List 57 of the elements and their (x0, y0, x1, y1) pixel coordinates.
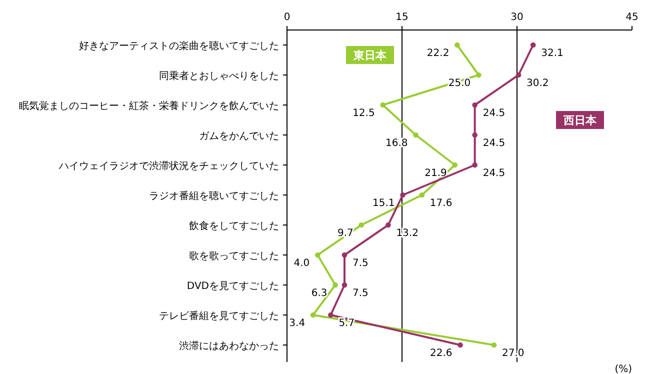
text: 東日本 (352, 49, 388, 62)
data-label: 12.5 (352, 108, 375, 119)
point (516, 72, 522, 78)
data-label: 24.5 (482, 108, 506, 119)
data-label: 4.0 (294, 258, 310, 269)
data-label: 6.3 (311, 288, 328, 299)
point (472, 102, 478, 108)
data-label: 24.5 (482, 138, 506, 149)
x-axis-title: (%) (614, 364, 632, 374)
point (472, 162, 478, 168)
point (454, 42, 460, 48)
text: 西日本 (562, 114, 598, 127)
data-label: 15.1 (372, 198, 395, 209)
y-tick-label: 渋滞にはあわなかった (179, 340, 279, 352)
x-tick-label: 30 (510, 12, 524, 23)
y-tick-label: DVDを見てすごした (186, 281, 279, 292)
data-label: 7.5 (352, 288, 368, 299)
y-tick-label: ガムをかんでいた (199, 131, 279, 142)
y-tick-label: 飲食をしてすごした (189, 220, 279, 232)
x-tick-label: 45 (626, 12, 638, 23)
point (458, 342, 463, 348)
point (386, 222, 391, 228)
point (342, 252, 348, 258)
data-label: 22.6 (430, 348, 452, 359)
data-label: 5.7 (338, 318, 355, 329)
point (472, 132, 478, 138)
point (476, 72, 482, 78)
point (358, 222, 364, 228)
y-tick-label: 眠気覚ましのコーヒー・紅茶・栄養ドリンクを飲んでいた (19, 100, 279, 112)
y-tick-label: ラジオ番組を聴いてすごした (149, 190, 279, 202)
data-label: 22.2 (426, 48, 450, 59)
y-tick-label: 好きなアーティストの楽曲を聴いてすごした (79, 40, 279, 52)
point (419, 192, 425, 198)
data-label: 25.0 (448, 78, 471, 89)
data-label: 7.5 (352, 258, 368, 269)
y-tick-label: 同乗者とおしゃべりをした (159, 70, 279, 82)
point (310, 312, 316, 318)
data-label: 17.6 (430, 198, 452, 209)
data-label: 24.5 (482, 168, 506, 179)
point (452, 162, 458, 168)
point (328, 312, 334, 318)
y-tick-label: テレビ番組を見てすごした (159, 310, 279, 322)
data-label: 32.1 (541, 48, 564, 59)
point (413, 132, 418, 138)
point (332, 282, 338, 288)
point (380, 102, 386, 108)
y-tick-label: 歌を歌ってすごした (189, 251, 279, 262)
point (315, 252, 320, 258)
point (400, 192, 406, 198)
x-tick-label: 15 (396, 12, 408, 23)
y-tick-label: ハイウェイラジオで渋滞状況をチェックしていた (58, 160, 279, 172)
data-label: 3.4 (289, 318, 306, 329)
x-tick-label: 0 (284, 12, 290, 23)
data-label: 30.2 (526, 78, 549, 89)
point (491, 342, 497, 348)
point (342, 282, 348, 288)
point (530, 42, 536, 48)
